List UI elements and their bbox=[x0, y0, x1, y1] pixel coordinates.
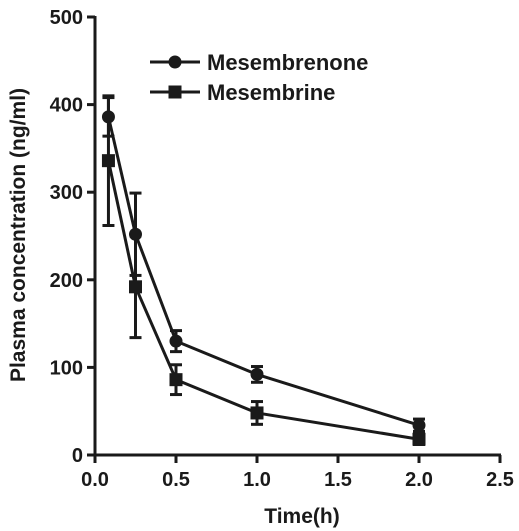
x-tick-label: 0.0 bbox=[81, 469, 109, 491]
data-point-circle bbox=[168, 55, 182, 69]
y-tick-label: 300 bbox=[50, 182, 83, 204]
y-tick-label: 0 bbox=[72, 445, 83, 467]
data-point-square bbox=[168, 85, 182, 99]
x-axis-label: Time(h) bbox=[264, 505, 339, 528]
data-point-circle bbox=[250, 367, 264, 381]
y-tick-label: 200 bbox=[50, 270, 83, 292]
data-point-square bbox=[412, 432, 426, 446]
data-point-square bbox=[169, 373, 183, 387]
legend-entry: Mesembrenone bbox=[150, 50, 368, 75]
x-tick-label: 2.5 bbox=[486, 469, 514, 491]
axes-layer: 0 100 200 300 400 500 0.0 0.5 1.0 1.5 2.0 2.5 bbox=[50, 7, 514, 491]
data-point-square bbox=[101, 154, 115, 168]
data-point-square bbox=[129, 280, 142, 294]
y-tick-label: 100 bbox=[50, 357, 83, 379]
data-point-circle bbox=[412, 418, 426, 432]
legend-label: Mesembrenone bbox=[207, 50, 368, 75]
legend-label: Mesembrine bbox=[207, 80, 335, 105]
data-point-circle bbox=[169, 334, 183, 348]
legend: Mesembrenone Mesembrine bbox=[150, 50, 368, 105]
series-layer bbox=[101, 94, 426, 446]
x-tick-label: 2.0 bbox=[405, 469, 433, 491]
y-tick-label: 500 bbox=[50, 7, 83, 29]
series-line bbox=[106, 116, 420, 427]
data-point-square bbox=[250, 406, 264, 420]
legend-entry: Mesembrine bbox=[150, 80, 335, 105]
y-tick-label: 400 bbox=[50, 95, 83, 117]
series-mesembrenone bbox=[101, 96, 426, 433]
x-tick-label: 1.0 bbox=[243, 469, 271, 491]
series-line bbox=[106, 160, 420, 441]
series-mesembrine bbox=[101, 94, 426, 446]
x-tick-label: 1.5 bbox=[324, 469, 352, 491]
y-axis-label: Plasma concentration (ng/ml) bbox=[7, 88, 30, 382]
x-tick-label: 0.5 bbox=[162, 469, 190, 491]
